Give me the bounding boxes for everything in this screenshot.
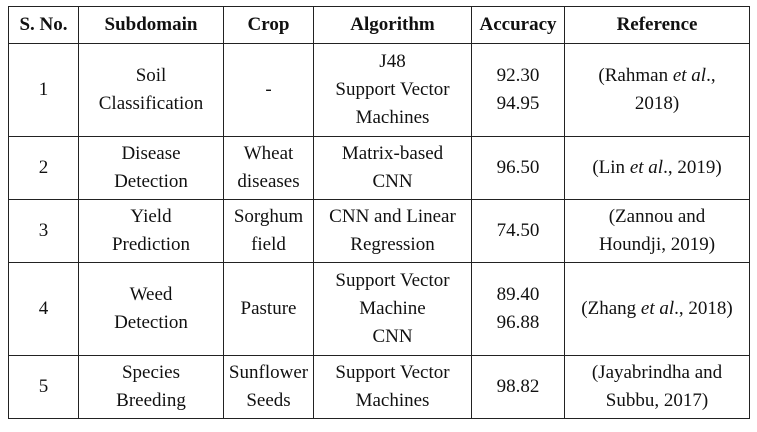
header-subdomain: Subdomain: [78, 6, 224, 44]
cell-subdomain: Yield Prediction: [78, 199, 224, 263]
crop-line: Pasture: [240, 298, 297, 319]
algorithm-line: Support Vector: [335, 270, 450, 291]
reference-line: Subbu, 2017): [605, 390, 709, 411]
reference-et-al: et al: [629, 157, 664, 178]
subdomain-line: Breeding: [116, 390, 186, 411]
cell-accuracy: 74.50: [471, 199, 565, 263]
cell-crop: Sunflower Seeds: [223, 355, 314, 419]
subdomain-line: Detection: [114, 171, 188, 192]
header-sno: S. No.: [8, 6, 79, 44]
header-algorithm: Algorithm: [313, 6, 472, 44]
cell-reference: (Rahman et al., 2018): [564, 43, 750, 137]
cell-crop: -: [223, 43, 314, 137]
subdomain-line: Prediction: [111, 234, 191, 255]
cell-algorithm: J48 Support Vector Machines: [313, 43, 472, 137]
cell-subdomain: Disease Detection: [78, 136, 224, 200]
crop-line: -: [265, 79, 272, 100]
subdomain-line: Weed: [129, 284, 173, 305]
reference-line: (Rahman et al.,: [598, 65, 716, 86]
algorithm-line: J48: [379, 51, 406, 72]
algorithm-line: Machines: [355, 107, 430, 128]
subdomain-line: Yield: [130, 206, 172, 227]
reference-line: (Jayabrindha and: [591, 362, 723, 383]
cell-algorithm: CNN and Linear Regression: [313, 199, 472, 263]
accuracy-line: 89.40: [496, 284, 540, 305]
cell-sno: 4: [8, 262, 79, 356]
cell-crop: Wheat diseases: [223, 136, 314, 200]
cell-subdomain: Soil Classification: [78, 43, 224, 137]
crop-line: diseases: [237, 171, 300, 192]
cell-sno: 1: [8, 43, 79, 137]
table-row: 5 Species Breeding Sunflower Seeds Support Ve…: [8, 355, 750, 419]
accuracy-line: 94.95: [496, 93, 540, 114]
subdomain-line: Detection: [114, 312, 188, 333]
subdomain-line: Soil: [135, 65, 167, 86]
crop-line: field: [251, 234, 286, 255]
cell-accuracy: 89.40 96.88: [471, 262, 565, 356]
cell-crop: Sorghum field: [223, 199, 314, 263]
crop-line: Wheat: [243, 143, 294, 164]
cell-accuracy: 98.82: [471, 355, 565, 419]
cell-crop: Pasture: [223, 262, 314, 356]
header-crop: Crop: [223, 6, 314, 44]
subdomain-line: Classification: [98, 93, 204, 114]
reference-et-al: et al: [672, 65, 707, 86]
cell-accuracy: 92.30 94.95: [471, 43, 565, 137]
cell-reference: (Jayabrindha and Subbu, 2017): [564, 355, 750, 419]
accuracy-line: 92.30: [496, 65, 540, 86]
crop-line: Sorghum: [233, 206, 304, 227]
comparison-table: S. No. Subdomain Crop Algorithm Accuracy…: [8, 6, 750, 419]
algorithm-line: Machines: [355, 390, 430, 411]
algorithm-line: Support Vector: [335, 362, 450, 383]
table-row: 4 Weed Detection Pasture Support Vector Machi…: [8, 262, 750, 356]
cell-subdomain: Weed Detection: [78, 262, 224, 356]
accuracy-line: 96.88: [496, 312, 540, 333]
subdomain-line: Disease: [121, 143, 181, 164]
cell-reference: (Zannou and Houndji, 2019): [564, 199, 750, 263]
algorithm-line: CNN: [372, 171, 413, 192]
cell-algorithm: Matrix-based CNN: [313, 136, 472, 200]
cell-sno: 2: [8, 136, 79, 200]
accuracy-line: 74.50: [496, 220, 540, 241]
reference-line: (Zannou and: [608, 206, 706, 227]
accuracy-line: 96.50: [496, 157, 540, 178]
crop-line: Seeds: [246, 390, 291, 411]
table-row: 2 Disease Detection Wheat diseases Matrix-bas…: [8, 136, 750, 200]
cell-algorithm: Support Vector Machine CNN: [313, 262, 472, 356]
algorithm-line: Machine: [359, 298, 426, 319]
cell-accuracy: 96.50: [471, 136, 565, 200]
header-accuracy: Accuracy: [471, 6, 565, 44]
cell-reference: (Zhang et al., 2018): [564, 262, 750, 356]
header-row: S. No. Subdomain Crop Algorithm Accuracy…: [8, 6, 750, 44]
crop-line: Sunflower: [228, 362, 309, 383]
header-reference: Reference: [564, 6, 750, 44]
algorithm-line: CNN: [372, 326, 413, 347]
reference-line: (Zhang et al., 2018): [581, 298, 733, 319]
cell-sno: 5: [8, 355, 79, 419]
reference-line: 2018): [634, 93, 680, 114]
cell-subdomain: Species Breeding: [78, 355, 224, 419]
algorithm-line: Regression: [350, 234, 435, 255]
cell-reference: (Lin et al., 2019): [564, 136, 750, 200]
cell-sno: 3: [8, 199, 79, 263]
table-body: 1 Soil Classification - J48 Support Vector Mac…: [8, 43, 750, 419]
algorithm-line: Matrix-based: [341, 143, 444, 164]
reference-line: Houndji, 2019): [598, 234, 716, 255]
algorithm-line: Support Vector: [335, 79, 450, 100]
algorithm-line: CNN and Linear: [329, 206, 456, 227]
subdomain-line: Species: [121, 362, 181, 383]
accuracy-line: 98.82: [496, 376, 540, 397]
reference-et-al: et al: [640, 298, 675, 319]
cell-algorithm: Support Vector Machines: [313, 355, 472, 419]
table-row: 3 Yield Prediction Sorghum field CNN and Line…: [8, 199, 750, 263]
table-row: 1 Soil Classification - J48 Support Vector Mac…: [8, 43, 750, 137]
reference-line: (Lin et al., 2019): [592, 157, 722, 178]
